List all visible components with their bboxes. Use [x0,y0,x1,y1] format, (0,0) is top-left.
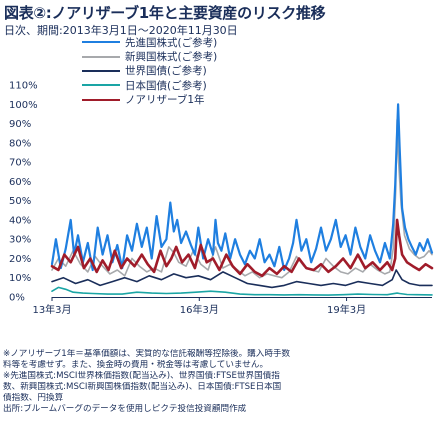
legend-label: 先進国株式(ご参考) [125,36,218,49]
chart-subtitle: 日次、期間:2013年3月1日〜2020年11月30日 [4,24,238,37]
y-tick-label: 80% [9,138,31,149]
y-tick-label: 40% [9,215,31,226]
y-tick-label: 30% [9,235,31,246]
y-tick-label: 100% [9,100,38,111]
legend-item: 新興国株式(ご参考) [82,49,217,63]
y-tick-label: 110% [9,81,38,92]
y-tick-label: 70% [9,158,31,169]
series-line [51,286,433,296]
y-tick-label: 20% [9,254,31,265]
legend-item: 世界国債(ご参考) [82,64,217,78]
note-line: 料等を考慮せず。また、換金時の費用・税金等は考慮していません。 [3,360,269,371]
legend-label: 新興国株式(ご参考) [125,51,218,64]
legend-swatch [82,41,120,44]
series-line [51,118,433,279]
chart-title: 図表②:ノアリザーブ1年と主要資産のリスク推移 [4,4,326,22]
legend-swatch [82,55,120,58]
chart-legend: 先進国株式(ご参考) 新興国株式(ご参考) 世界国債(ご参考) 日本国債(ご参考) ノア… [82,35,217,107]
y-tick-label: 60% [9,177,31,188]
y-tick-label: 0% [9,293,25,304]
note-line: ※ノアリザーブ1年＝基準価額は、実質的な信託報酬等控除後。購入時手数 [3,349,291,359]
note-line: 債指数、円換算 [3,393,64,404]
legend-item: 先進国株式(ご参考) [82,35,217,49]
legend-swatch [82,98,120,101]
note-line: 数、新興国株式:MSCI新興国株価指数(配当込み)、日本国債:FTSE日本国 [3,382,282,393]
x-tick-label: 19年3月 [327,303,366,316]
series-line [51,269,433,289]
x-tick-label: 13年3月 [32,303,71,316]
source-note: 出所:ブルームバーグのデータを使用しピクテ投信投資顧問作成 [3,404,247,415]
chart-notes: ※ノアリザーブ1年＝基準価額は、実質的な信託報酬等控除後。購入時手数 料等を考慮… [3,349,443,416]
note-line: ※先進国株式:MSCI世界株価指数(配当込み)、世界国債:FTSE世界国債指 [3,371,280,382]
y-tick-label: 50% [9,196,31,207]
legend-swatch [82,84,120,87]
y-tick-label: 10% [9,273,31,284]
legend-item: ノアリザーブ1年 [82,93,217,107]
legend-label: ノアリザーブ1年 [125,94,205,107]
series-line [50,218,434,278]
x-tick-label: 16年3月 [180,303,219,316]
y-tick-label: 90% [9,119,31,130]
line-chart: 0% 10% 20% 30% 40% 50% 60% 70% 80% 90% 100% 110% 13年… [9,81,434,316]
legend-label: 日本国債(ご参考) [125,79,207,92]
legend-item: 日本国債(ご参考) [82,78,217,92]
legend-label: 世界国債(ご参考) [125,65,207,78]
legend-swatch [82,69,120,72]
series-line [50,103,434,272]
